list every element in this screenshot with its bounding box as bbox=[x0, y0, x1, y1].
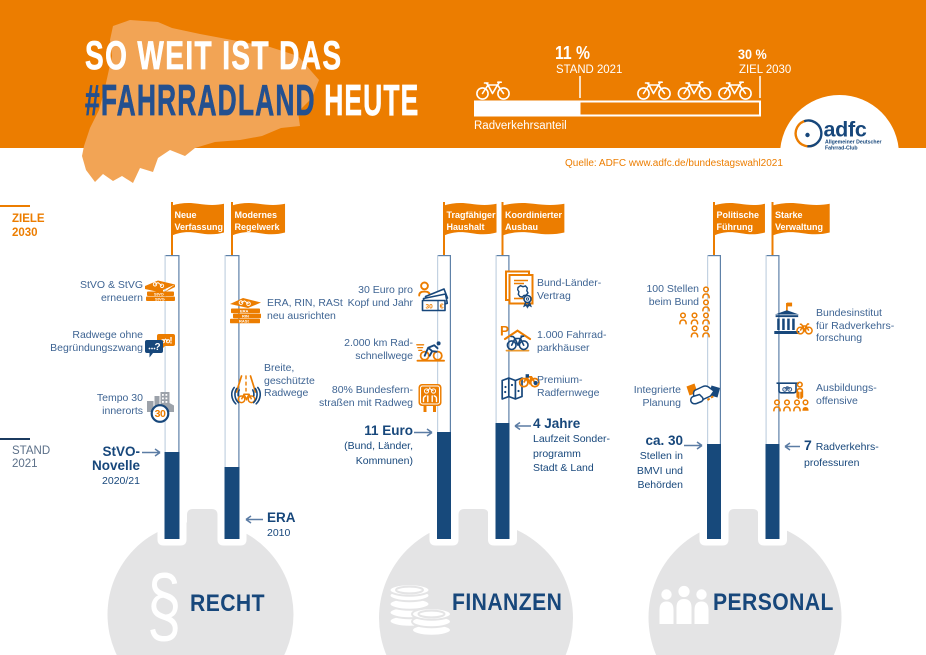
svg-text:Allgemeiner Deutscher: Allgemeiner Deutscher bbox=[825, 140, 882, 146]
svg-text:RASt: RASt bbox=[239, 319, 249, 324]
svg-text:Fahrrad-Club: Fahrrad-Club bbox=[825, 146, 858, 152]
svg-text:§: § bbox=[147, 557, 182, 653]
svg-text:30: 30 bbox=[426, 304, 434, 311]
svg-text:RIN: RIN bbox=[242, 314, 249, 319]
svg-text:adfc: adfc bbox=[824, 118, 867, 142]
svg-text:StVG: StVG bbox=[155, 297, 165, 302]
svg-text:30: 30 bbox=[155, 408, 166, 420]
svg-text:!: ! bbox=[170, 336, 173, 346]
svg-text:StVO: StVO bbox=[154, 292, 164, 297]
svg-text:€: € bbox=[440, 304, 444, 311]
svg-text:P: P bbox=[500, 324, 509, 339]
svg-text:?: ? bbox=[155, 342, 161, 353]
svg-text:ERA: ERA bbox=[240, 308, 249, 313]
